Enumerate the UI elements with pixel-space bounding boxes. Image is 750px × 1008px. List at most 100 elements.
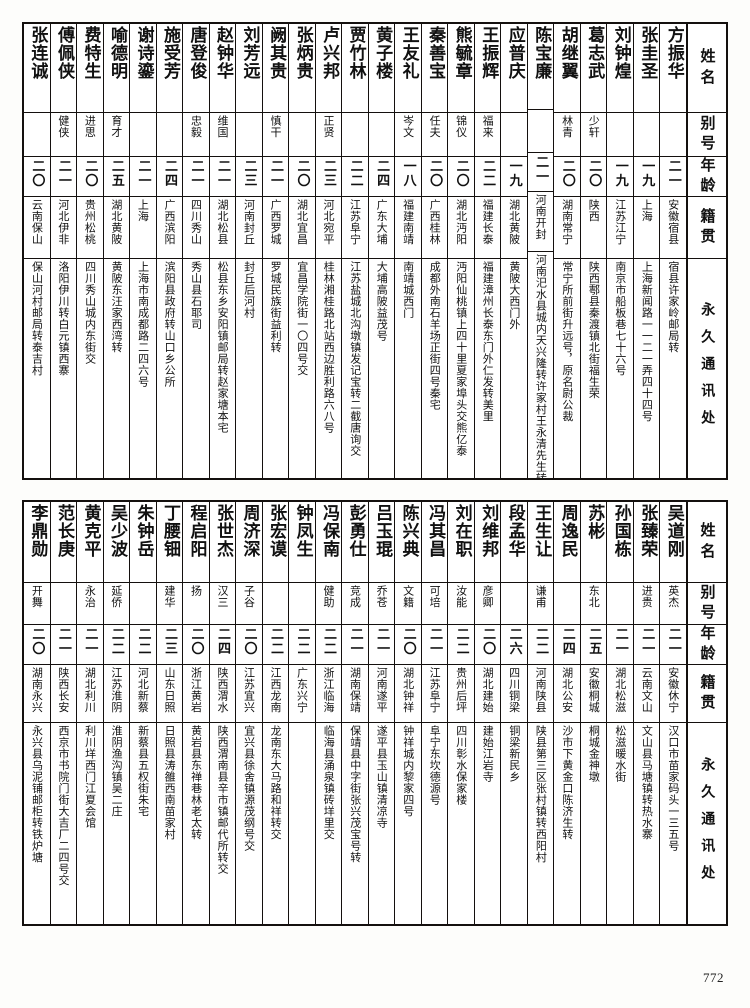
entry-address-text: 沙市下黄金口陈济生转 xyxy=(560,725,574,840)
roster-entry-column: 朱钟岳 二二 河北新蔡 新蔡县五权街朱宅 xyxy=(129,502,156,924)
entry-age: 二〇 xyxy=(421,156,448,196)
entry-name: 丁腰钿 xyxy=(157,502,183,582)
entry-name-text: 段孟华 xyxy=(504,504,525,558)
entry-name-text: 刘芳远 xyxy=(239,26,260,80)
entry-alias: 彦卿 xyxy=(474,582,501,624)
entry-address: 钟祥城内黎家四号 xyxy=(395,722,421,924)
entry-name-text: 赵钟华 xyxy=(213,26,234,80)
entry-age-text: 二〇 xyxy=(453,159,469,188)
entry-address-text: 罗城民族街益利转 xyxy=(269,261,283,353)
entry-alias xyxy=(368,112,395,156)
entry-name-text: 范长庚 xyxy=(53,504,74,558)
roster-entry-column: 孙国栋 二一 湖北松滋 松滋暖水街 xyxy=(606,502,633,924)
roster-entry-column: 刘钟煌 一九 江苏江宁 南京市船板巷七十六号 xyxy=(606,24,633,478)
entry-address-text: 保山河村邮局转泰吉村 xyxy=(30,261,44,376)
entry-age: 二一 xyxy=(421,624,448,664)
entry-native: 江苏淮阴 xyxy=(103,664,130,722)
entry-age: 二一 xyxy=(633,624,660,664)
roster-grid-2: 李鼎勋 开舞 二〇 湖南永兴 永兴县乌泥铺邮柜转铁炉塘 范长庚 二一 陕西长安 西京市书院门街大… xyxy=(24,502,726,924)
entry-address: 黄陂东汪家西湾转 xyxy=(103,258,130,478)
entry-native: 湖南保靖 xyxy=(342,664,368,722)
entry-native-text: 上海 xyxy=(136,199,150,222)
entry-native-text: 湖北利川 xyxy=(83,667,97,713)
entry-name-text: 葛志武 xyxy=(584,26,605,80)
entry-native: 河南开封 xyxy=(527,190,554,251)
header-alias: 别号 xyxy=(687,112,726,156)
entry-alias-text: 进思 xyxy=(83,115,97,138)
entry-native-text: 山东日照 xyxy=(162,667,176,713)
header-native-place: 籍贯 xyxy=(687,664,726,722)
entry-address-text: 封丘后河村 xyxy=(242,261,256,319)
entry-native: 湖北建始 xyxy=(474,664,501,722)
entry-native: 江苏阜宁 xyxy=(421,664,448,722)
entry-age: 二二 xyxy=(342,156,368,196)
entry-alias-text: 谦甫 xyxy=(534,585,548,608)
entry-name-text: 刘在职 xyxy=(451,504,472,558)
entry-age-text: 二〇 xyxy=(586,159,602,188)
entry-alias xyxy=(289,112,315,156)
entry-age-text: 二一 xyxy=(665,159,681,188)
entry-alias-text: 忠毅 xyxy=(189,115,203,138)
entry-age-text: 二三 xyxy=(241,159,257,188)
entry-age: 二一 xyxy=(660,624,686,664)
roster-entry-column: 王生让 谦甫 二二 河南陕县 陕县第三区张村镇转西阳村 xyxy=(526,502,554,924)
entry-native-text: 湖北松滋 xyxy=(613,667,627,713)
entry-name: 冯其昌 xyxy=(422,502,448,582)
entry-age-text: 二〇 xyxy=(480,627,496,656)
entry-age-text: 二〇 xyxy=(241,627,257,656)
entry-address-text: 建始江岩寺 xyxy=(481,725,495,783)
entry-alias: 开舞 xyxy=(24,582,50,624)
entry-address-text: 松滋暖水街 xyxy=(613,725,627,783)
entry-age-text: 二〇 xyxy=(29,627,45,656)
entry-address-text: 黄岩县东禅巷林老太转 xyxy=(189,725,203,840)
entry-address: 陕西鄠县秦渡镇北街福生荣 xyxy=(580,258,607,478)
entry-address: 黄陂大西门外 xyxy=(501,258,527,478)
entry-native-text: 湖北黄陂 xyxy=(109,199,123,245)
entry-name-text: 丁腰钿 xyxy=(160,504,180,558)
page-number: 772 xyxy=(703,970,724,985)
entry-alias: 慎干 xyxy=(262,112,289,156)
entry-name: 刘维邦 xyxy=(475,502,501,582)
entry-native: 上海 xyxy=(130,196,156,258)
entry-native: 陕西 xyxy=(580,196,607,258)
entry-native: 福建南靖 xyxy=(395,196,421,258)
entry-native-text: 四川秀山 xyxy=(189,199,203,245)
entry-address: 四川秀山城内东街交 xyxy=(77,258,103,478)
entry-alias: 乔苍 xyxy=(368,582,395,624)
entry-native-text: 陕西 xyxy=(587,199,601,222)
entry-name: 段孟华 xyxy=(501,502,527,582)
entry-name-text: 王生让 xyxy=(531,504,552,558)
entry-address: 黄岩县东禅巷林老太转 xyxy=(183,722,209,924)
entry-alias: 忠毅 xyxy=(183,112,209,156)
entry-age: 二四 xyxy=(554,624,580,664)
entry-age: 二一 xyxy=(527,152,554,191)
entry-age-text: 二二 xyxy=(108,627,124,656)
entry-alias-text: 锦仪 xyxy=(454,115,468,138)
entry-age: 二五 xyxy=(580,624,607,664)
header-address: 永久通讯处 xyxy=(687,722,726,924)
entry-age: 二一 xyxy=(262,156,289,196)
entry-alias xyxy=(554,582,580,624)
entry-alias: 林青 xyxy=(554,112,580,156)
entry-name-text: 周逸民 xyxy=(557,504,578,558)
entry-address-text: 新蔡县五权街朱宅 xyxy=(136,725,150,817)
entry-address: 南京市船板巷七十六号 xyxy=(607,258,633,478)
entry-name-text: 秦善宝 xyxy=(425,26,446,80)
header-native-place-text: 籍贯 xyxy=(698,208,717,248)
entry-native-text: 广东大埔 xyxy=(375,199,389,245)
entry-alias-text: 维国 xyxy=(215,115,229,138)
entry-address: 宿县许家岭邮局转 xyxy=(660,258,686,478)
entry-age: 二二 xyxy=(527,624,554,664)
entry-address-text: 上海市南成都路二四六号 xyxy=(136,261,150,388)
entry-address-text: 西京市书院门街大吉厂二四号交 xyxy=(57,725,71,886)
entry-address-text: 四川秀山城内东街交 xyxy=(83,261,97,365)
entry-age-text: 二五 xyxy=(586,627,602,656)
entry-address: 封丘后河村 xyxy=(236,258,262,478)
entry-name-text: 张世杰 xyxy=(213,504,234,558)
entry-alias-text: 永治 xyxy=(83,585,97,608)
entry-age: 二二 xyxy=(448,624,474,664)
entry-alias: 汉三 xyxy=(209,582,236,624)
entry-native: 湖北松滋 xyxy=(607,664,633,722)
entry-name-text: 唐登俊 xyxy=(186,26,207,80)
entry-name: 朱钟岳 xyxy=(130,502,156,582)
